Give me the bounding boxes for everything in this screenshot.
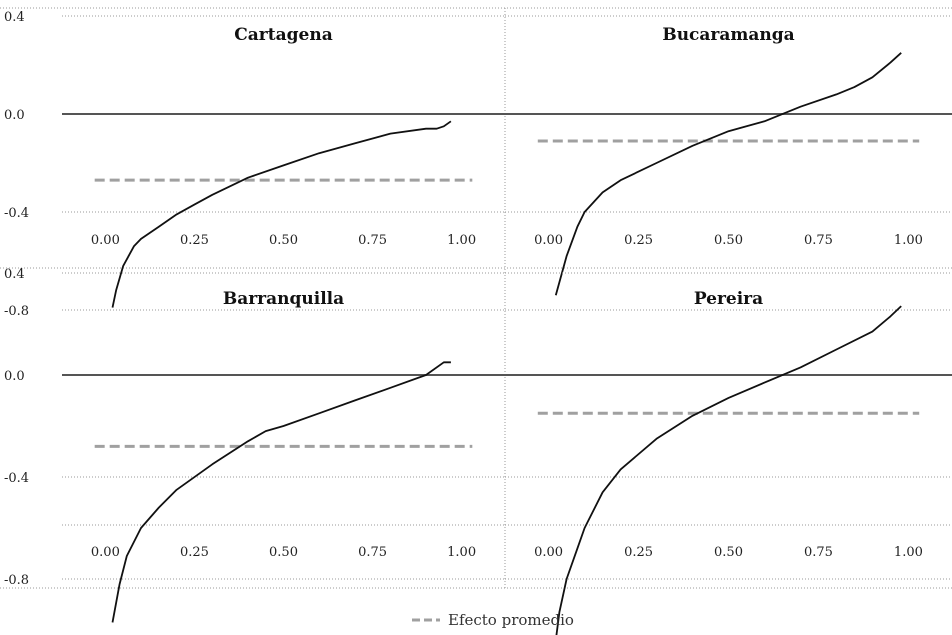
- x-tick-label: 0.75: [358, 233, 387, 248]
- x-tick-label: 0.00: [91, 545, 120, 560]
- panel-title: Barranquilla: [223, 289, 344, 309]
- y-tick-label: 0.0: [4, 369, 25, 384]
- y-tick-label: -0.4: [4, 471, 29, 486]
- legend: Efecto promedio: [412, 611, 574, 629]
- x-tick-label: 0.00: [91, 233, 120, 248]
- panel-barranquilla: Barranquilla 0.4 0.0 -0.4 -0.8 0.00 0.25 0.50 0.…: [4, 267, 505, 623]
- y-tick-label: -0.8: [4, 573, 29, 588]
- panel-cartagena: Cartagena 0.4 0.0 -0.4 -0.8 0.00 0.25 0.50 0.75 1…: [4, 10, 505, 319]
- y-tick-label: 0.4: [4, 10, 25, 25]
- panel-title: Bucaramanga: [662, 25, 794, 45]
- effect-curve: [111, 361, 451, 623]
- x-tick-label: 0.00: [534, 233, 563, 248]
- panel-grid-lines: [0, 7, 952, 589]
- x-tick-label: 0.50: [714, 545, 743, 560]
- x-tick-label: 0.75: [804, 233, 833, 248]
- x-tick-label: 0.50: [269, 545, 298, 560]
- x-tick-label: 0.00: [534, 545, 563, 560]
- x-tick-label: 0.25: [180, 233, 209, 248]
- effect-curve: [111, 120, 452, 308]
- x-tick-label: 0.50: [269, 233, 298, 248]
- panel-bucaramanga: Bucaramanga 0.00 0.25 0.50 0.75 1.00: [505, 15, 952, 311]
- y-tick-label: 0.0: [4, 108, 25, 123]
- panel-title: Cartagena: [234, 25, 332, 45]
- legend-label: Efecto promedio: [448, 611, 574, 629]
- x-tick-label: 0.25: [624, 545, 653, 560]
- x-tick-label: 0.25: [624, 233, 653, 248]
- x-tick-label: 0.75: [804, 545, 833, 560]
- panel-pereira: Pereira 0.00 0.25 0.50 0.75 1.00: [505, 272, 952, 635]
- x-tick-label: 1.00: [447, 233, 476, 248]
- panel-title: Pereira: [694, 289, 763, 309]
- y-tick-label: 0.4: [4, 267, 25, 282]
- chart-panels: Cartagena 0.4 0.0 -0.4 -0.8 0.00 0.25 0.50 0.75 1…: [4, 10, 952, 635]
- effect-curve: [555, 305, 902, 635]
- x-tick-label: 0.50: [714, 233, 743, 248]
- x-tick-label: 1.00: [894, 233, 923, 248]
- x-tick-label: 1.00: [894, 545, 923, 560]
- y-tick-label: -0.8: [4, 304, 29, 319]
- x-tick-label: 0.25: [180, 545, 209, 560]
- y-tick-label: -0.4: [4, 206, 29, 221]
- x-tick-label: 0.75: [358, 545, 387, 560]
- effect-curve: [554, 52, 902, 296]
- x-tick-label: 1.00: [447, 545, 476, 560]
